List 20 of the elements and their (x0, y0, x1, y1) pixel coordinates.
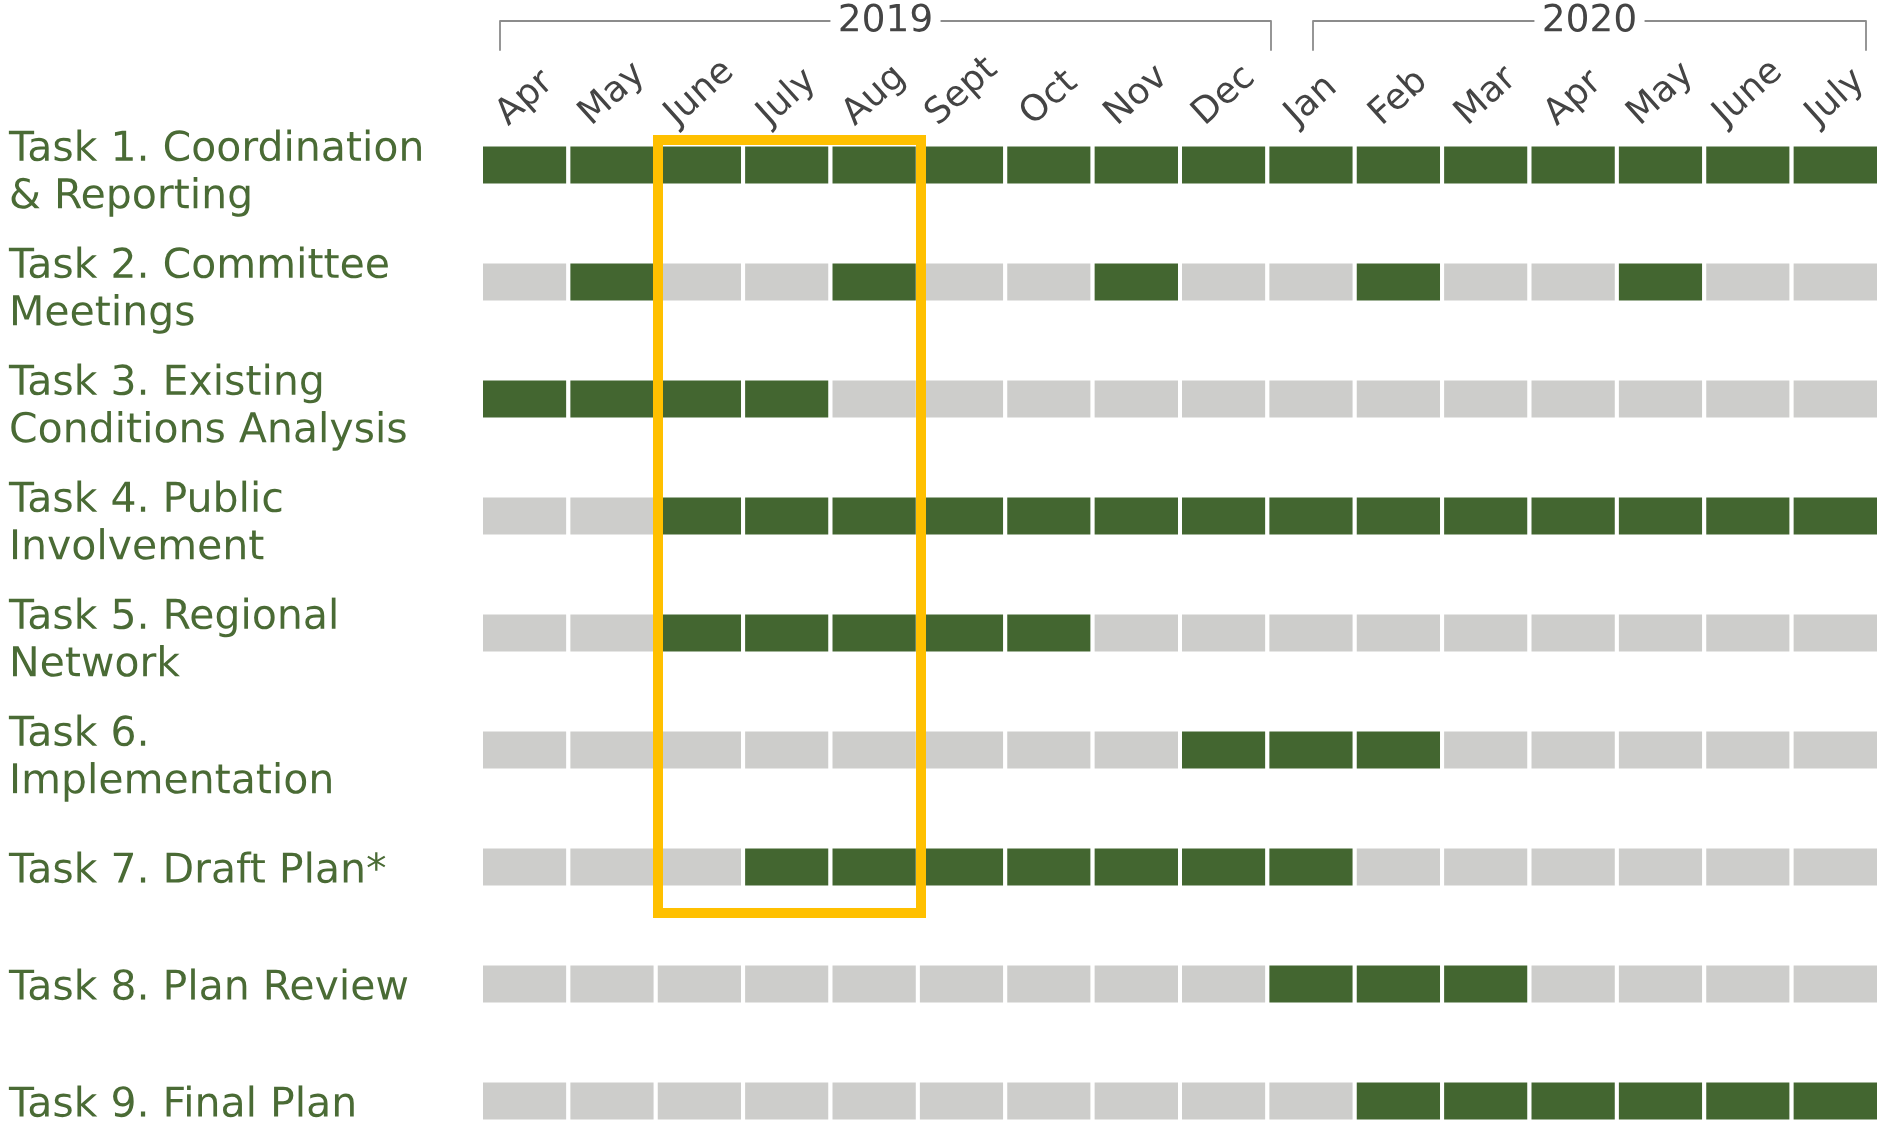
y-tick-label: Task 3. Existing Conditions Analysis (8, 363, 406, 451)
y-tick-label: Task 2. Committee Meetings (8, 246, 388, 334)
text: Nov (1101, 60, 1169, 125)
y-tick-label: Task 9. Final Plan (8, 1085, 354, 1118)
text: 2019 (840, 3, 931, 32)
text: Jan (1278, 71, 1341, 134)
y-tick-label: Task 5. Regional Network (8, 597, 336, 677)
y-tick-label: Task 4. Public Involvement (8, 480, 282, 560)
text: Feb (1365, 64, 1428, 125)
text: Oct (1015, 65, 1079, 126)
text: Apr (1539, 65, 1609, 132)
text: 2020 (1544, 3, 1635, 32)
text: Dec (1189, 61, 1255, 125)
text: Aug (837, 61, 910, 132)
text: Apr (490, 65, 560, 132)
y-tick-label: Task 8. Plan Review (8, 968, 408, 1001)
y-tick-label: Task 7. Draft Plan* (8, 851, 386, 884)
y-tick-label: Task 6. Implementation (8, 714, 331, 802)
y-tick-label: Task 1. Coordination & Reporting (8, 129, 421, 217)
text: Mar (1452, 61, 1519, 125)
